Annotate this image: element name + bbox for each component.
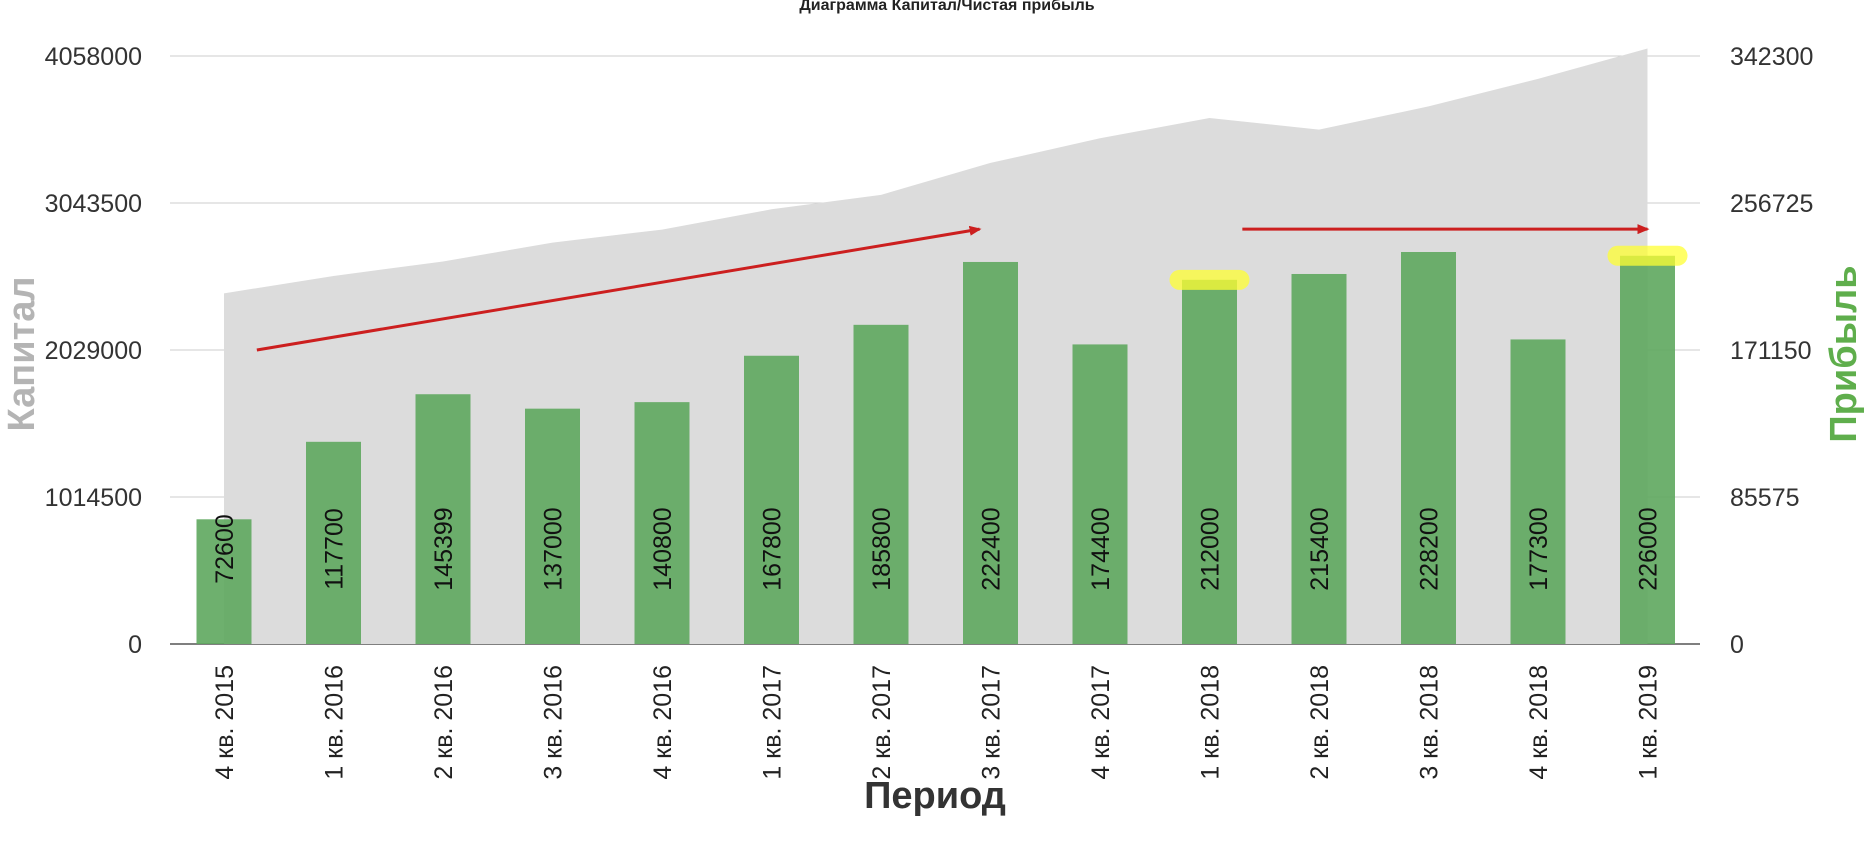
bar-4 кв. 2015: [196, 519, 252, 644]
x-tick-label: 1 кв. 2019: [1635, 665, 1663, 780]
bar-value-label: 72600: [211, 514, 239, 584]
chart-title: Диаграмма Капитал/Чистая прибыль: [799, 0, 1094, 14]
bar-2 кв. 2018: [1291, 273, 1347, 644]
bar-2 кв. 2017: [853, 324, 909, 644]
bar-1 кв. 2019: [1620, 255, 1675, 644]
x-tick-label: 4 кв. 2015: [211, 665, 239, 780]
bar-3 кв. 2016: [525, 408, 580, 644]
y-right-tick: 0: [1730, 631, 1744, 659]
bar-3 кв. 2017: [963, 261, 1018, 644]
x-tick-label: 4 кв. 2016: [649, 665, 677, 780]
bar-4 кв. 2016: [634, 402, 690, 644]
x-tick-label: 4 кв. 2017: [1087, 665, 1115, 780]
bar-value-label: 167800: [759, 507, 787, 590]
bar-value-label: 137000: [540, 507, 568, 590]
bar-value-label: 177300: [1525, 507, 1553, 590]
x-tick-label: 2 кв. 2018: [1306, 665, 1334, 780]
x-tick-label: 3 кв. 2018: [1416, 665, 1444, 780]
bar-value-label: 140800: [649, 507, 677, 590]
y-right-tick: 256725: [1730, 190, 1813, 218]
x-axis-label: Период: [864, 775, 1006, 817]
bar-1 кв. 2018: [1182, 279, 1237, 644]
y-axis-right-label: Прибыль: [1823, 265, 1865, 442]
y-right-tick: 342300: [1730, 43, 1813, 71]
bar-1 кв. 2016: [306, 441, 361, 644]
bar-value-label: 222400: [978, 507, 1006, 590]
y-left-tick: 3043500: [45, 190, 142, 218]
y-left-tick: 0: [128, 631, 142, 659]
x-tick-label: 1 кв. 2018: [1197, 665, 1225, 780]
bar-value-label: 212000: [1197, 507, 1225, 590]
x-tick-label: 2 кв. 2017: [868, 665, 896, 780]
trend-arrow: [256, 225, 982, 352]
bar-value-label: 117700: [321, 508, 349, 590]
x-tick-label: 1 кв. 2016: [321, 665, 349, 780]
bar-value-label: 174400: [1087, 507, 1115, 590]
bar-3 кв. 2018: [1401, 252, 1456, 644]
y-left-tick: 2029000: [45, 337, 142, 365]
y-left-tick: 1014500: [45, 484, 142, 512]
y-axis-left-label: Капитал: [1, 277, 43, 432]
bar-1 кв. 2017: [744, 355, 799, 644]
y-left-tick: 4058000: [45, 43, 142, 71]
bar-value-label: 145399: [430, 507, 458, 590]
y-right-tick: 171150: [1730, 337, 1812, 365]
highlight-marker: [1169, 269, 1250, 290]
x-tick-label: 3 кв. 2017: [978, 665, 1006, 780]
y-right-tick: 85575: [1730, 484, 1800, 512]
x-tick-label: 1 кв. 2017: [759, 665, 787, 780]
x-tick-label: 2 кв. 2016: [430, 665, 458, 780]
bar-2 кв. 2016: [415, 394, 471, 644]
bar-value-label: 228200: [1416, 507, 1444, 590]
highlight-marker: [1607, 245, 1688, 266]
bar-4 кв. 2017: [1072, 344, 1128, 644]
bar-value-label: 185800: [868, 507, 896, 590]
bar-4 кв. 2018: [1510, 339, 1566, 644]
x-tick-label: 4 кв. 2018: [1525, 665, 1553, 780]
x-tick-label: 3 кв. 2016: [540, 665, 568, 780]
bar-value-label: 226000: [1635, 507, 1663, 590]
bar-value-label: 215400: [1306, 507, 1334, 590]
